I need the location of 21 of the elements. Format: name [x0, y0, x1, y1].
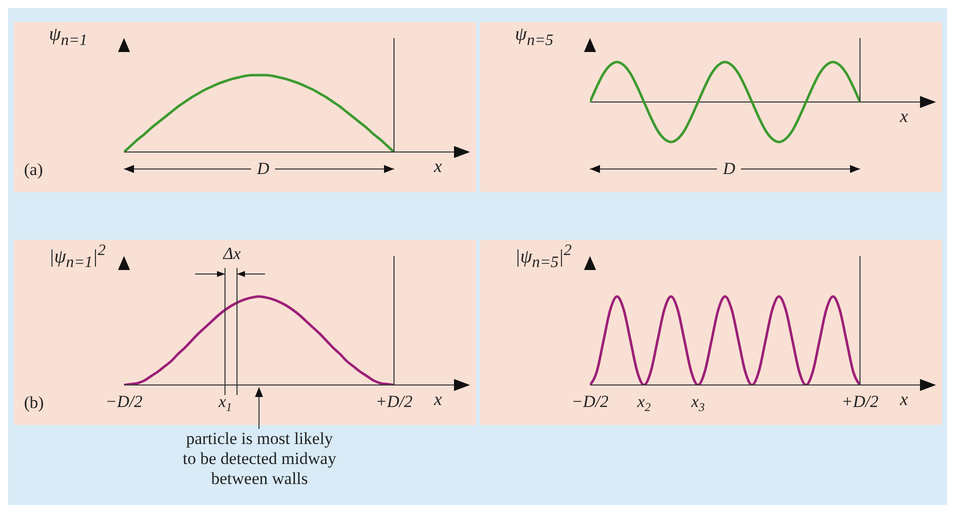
x-tick-label: −D/2: [106, 392, 143, 411]
y-axis-title: |ψ$_{n=5}$|$^{2}$: [515, 242, 572, 272]
text: D: [717, 159, 742, 179]
y-axis-title: |ψ$_{n=1}$|$^{2}$: [49, 242, 106, 272]
text: (b): [24, 393, 44, 413]
x-tick-label: −D/2: [572, 392, 609, 411]
x-tick-label: x$_{2}$: [636, 392, 651, 414]
y-axis-title: ψ$_{n=1}$: [49, 24, 88, 50]
x-tick-label: +D/2: [842, 392, 879, 411]
x-tick-label: +D/2: [376, 392, 413, 411]
y-axis-title: ψ$_{n=5}$: [515, 24, 554, 50]
text: particle is most likely to be detected midway between walls: [182, 429, 337, 489]
x-axis-title: x: [900, 389, 908, 410]
x-axis-title: x: [434, 156, 442, 177]
text: Δx: [223, 244, 241, 264]
x-axis-title: x: [900, 106, 908, 127]
text: (a): [24, 160, 43, 180]
x-axis-title: x: [434, 389, 442, 410]
x-tick-label: x$_{3}$: [690, 392, 705, 414]
text: D: [251, 159, 276, 179]
x-tick-label: x$_{1}$: [218, 392, 232, 414]
